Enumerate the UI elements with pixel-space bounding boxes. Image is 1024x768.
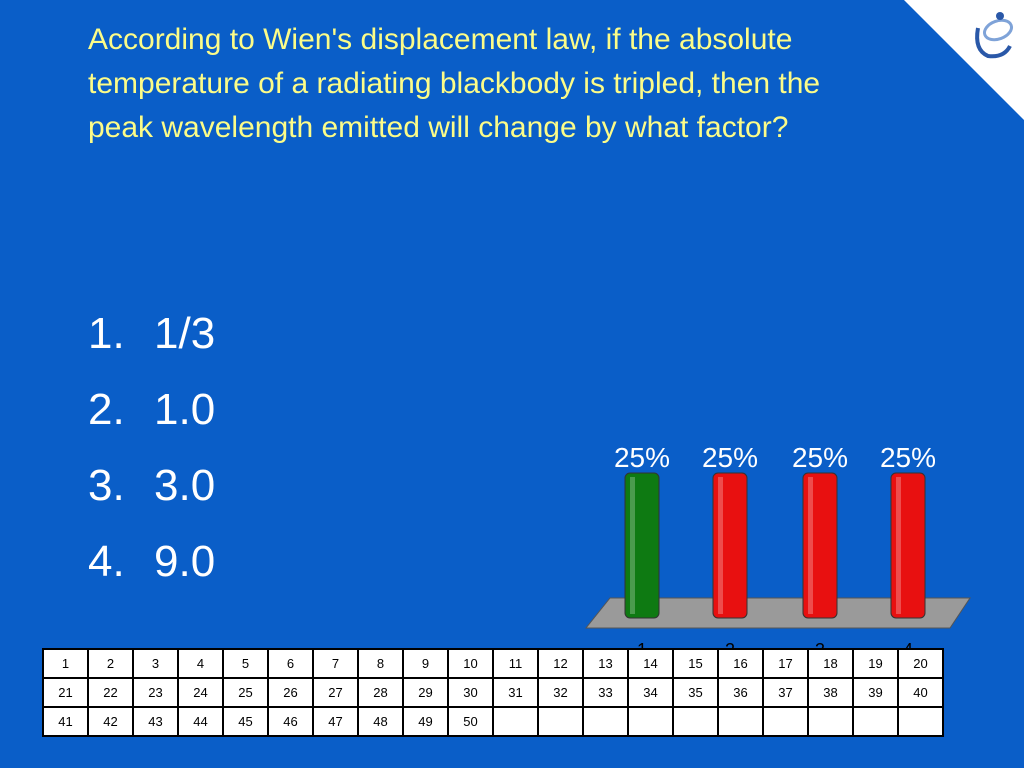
corner-logo — [904, 0, 1024, 120]
grid-cell: 40 — [897, 677, 944, 708]
grid-cell: 23 — [132, 677, 179, 708]
grid-cell: 35 — [672, 677, 719, 708]
grid-cell: 29 — [402, 677, 449, 708]
grid-row: 21 22 23 24 25 26 27 28 29 30 31 32 33 34 35 36 37 38 39 40 — [42, 677, 944, 708]
grid-cell — [807, 706, 854, 737]
grid-cell — [762, 706, 809, 737]
grid-cell: 25 — [222, 677, 269, 708]
answer-text: 9.0 — [154, 537, 216, 586]
grid-cell: 11 — [492, 648, 539, 679]
grid-cell: 46 — [267, 706, 314, 737]
response-chart: 25%125%225%325%4 — [584, 442, 971, 658]
answer-option-4[interactable]: 4. 9.0 — [88, 524, 215, 600]
grid-cell: 31 — [492, 677, 539, 708]
grid-cell: 50 — [447, 706, 494, 737]
grid-cell: 7 — [312, 648, 359, 679]
bar-value-label: 25% — [792, 442, 848, 473]
bar-highlight — [808, 477, 813, 614]
grid-cell: 49 — [402, 706, 449, 737]
grid-cell: 37 — [762, 677, 809, 708]
grid-cell: 14 — [627, 648, 674, 679]
grid-row: 41 42 43 44 45 46 47 48 49 50 — [42, 706, 944, 737]
grid-cell: 3 — [132, 648, 179, 679]
grid-cell — [672, 706, 719, 737]
answer-option-1[interactable]: 1. 1/3 — [88, 296, 215, 372]
grid-cell: 41 — [42, 706, 89, 737]
grid-cell — [537, 706, 584, 737]
grid-cell: 43 — [132, 706, 179, 737]
response-grid: 1 2 3 4 5 6 7 8 9 10 11 12 13 14 15 16 17 18 19 20 21 22 23 24 2… — [42, 648, 944, 737]
answer-option-3[interactable]: 3. 3.0 — [88, 448, 215, 524]
grid-cell: 39 — [852, 677, 899, 708]
grid-cell: 6 — [267, 648, 314, 679]
grid-cell: 16 — [717, 648, 764, 679]
grid-cell: 28 — [357, 677, 404, 708]
answer-number: 4. — [88, 537, 125, 586]
answer-number: 1. — [88, 309, 125, 358]
bar-value-label: 25% — [614, 442, 670, 473]
bar-highlight — [896, 477, 901, 614]
chart-floor — [584, 597, 971, 629]
bar-4 — [890, 472, 926, 619]
grid-cell: 27 — [312, 677, 359, 708]
grid-cell: 8 — [357, 648, 404, 679]
grid-cell: 26 — [267, 677, 314, 708]
bar-value-label: 25% — [880, 442, 936, 473]
grid-cell: 1 — [42, 648, 89, 679]
grid-cell — [897, 706, 944, 737]
grid-cell: 42 — [87, 706, 134, 737]
grid-cell: 45 — [222, 706, 269, 737]
grid-cell: 38 — [807, 677, 854, 708]
bar-value-label: 25% — [702, 442, 758, 473]
answer-text: 3.0 — [154, 461, 216, 510]
grid-cell — [627, 706, 674, 737]
grid-cell: 4 — [177, 648, 224, 679]
grid-cell: 9 — [402, 648, 449, 679]
answer-list: 1. 1/3 2. 1.0 3. 3.0 4. 9.0 — [88, 296, 215, 600]
question-text: According to Wien's displacement law, if… — [88, 23, 821, 144]
grid-cell: 21 — [42, 677, 89, 708]
grid-cell — [582, 706, 629, 737]
bar-highlight — [718, 477, 723, 614]
grid-cell: 15 — [672, 648, 719, 679]
grid-cell: 10 — [447, 648, 494, 679]
grid-cell: 33 — [582, 677, 629, 708]
grid-cell: 34 — [627, 677, 674, 708]
grid-cell: 36 — [717, 677, 764, 708]
answer-number: 3. — [88, 461, 125, 510]
answer-text: 1/3 — [154, 309, 216, 358]
grid-cell: 20 — [897, 648, 944, 679]
grid-cell: 44 — [177, 706, 224, 737]
bar-2 — [712, 472, 748, 619]
grid-cell — [717, 706, 764, 737]
grid-cell: 48 — [357, 706, 404, 737]
grid-cell: 17 — [762, 648, 809, 679]
grid-cell — [852, 706, 899, 737]
grid-cell: 5 — [222, 648, 269, 679]
answer-text: 1.0 — [154, 385, 216, 434]
info-icon — [975, 12, 1014, 59]
bar-3 — [802, 472, 838, 619]
grid-cell: 12 — [537, 648, 584, 679]
grid-cell: 32 — [537, 677, 584, 708]
grid-row: 1 2 3 4 5 6 7 8 9 10 11 12 13 14 15 16 17 18 19 20 — [42, 648, 944, 679]
grid-cell: 30 — [447, 677, 494, 708]
grid-cell: 18 — [807, 648, 854, 679]
grid-cell: 19 — [852, 648, 899, 679]
grid-cell: 47 — [312, 706, 359, 737]
bar-highlight — [630, 477, 635, 614]
bar-1 — [624, 472, 660, 619]
grid-cell: 2 — [87, 648, 134, 679]
grid-cell: 22 — [87, 677, 134, 708]
answer-option-2[interactable]: 2. 1.0 — [88, 372, 215, 448]
grid-cell: 13 — [582, 648, 629, 679]
grid-cell: 24 — [177, 677, 224, 708]
grid-cell — [492, 706, 539, 737]
answer-number: 2. — [88, 385, 125, 434]
